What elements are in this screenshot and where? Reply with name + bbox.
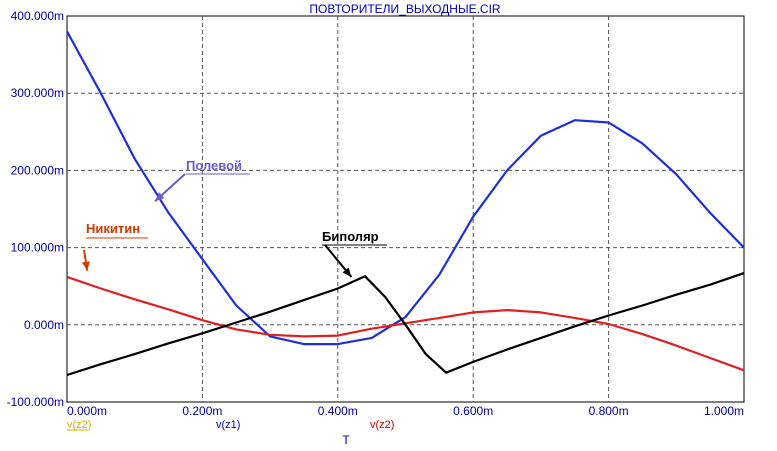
x-axis-label: T — [342, 433, 350, 447]
y-tick-labels: 400.000m 300.000m 200.000m 100.000m 0.000m -1… — [7, 9, 64, 409]
series-lines — [66, 30, 745, 377]
legend-entry: v(z2) — [67, 419, 91, 431]
x-tick-label: 0.000m — [67, 404, 107, 418]
annotation-label: Никитин — [86, 221, 140, 236]
x-tick-label: 0.600m — [453, 404, 493, 418]
arrowhead — [155, 192, 165, 202]
chart-title: ПОВТОРИТЕЛИ_ВЫХОДНЫЕ.CIR — [309, 2, 500, 16]
plot-frame — [66, 15, 745, 403]
legend-entry: v(z2) — [370, 419, 394, 431]
x-tick-label: 0.200m — [182, 404, 222, 418]
y-tick-label: 0.000m — [24, 318, 64, 332]
y-tick-label: 100.000m — [11, 241, 64, 255]
x-tick-label: 0.400m — [318, 404, 358, 418]
annotations: Полевой Никитин Биполяр — [81, 158, 387, 278]
y-tick-label: 400.000m — [11, 9, 64, 23]
arrowhead — [81, 261, 90, 271]
y-tick-label: -100.000m — [7, 395, 64, 409]
x-tick-labels: 0.000m 0.200m 0.400m 0.600m 0.800m 1.000m — [67, 404, 744, 418]
y-tick-label: 200.000m — [11, 163, 64, 177]
arrowhead — [342, 267, 352, 277]
y-tick-label: 300.000m — [11, 86, 64, 100]
annotation-label: Полевой — [186, 158, 242, 173]
legend: v(z2) v(z1) v(z2) — [67, 419, 394, 431]
x-tick-label: 1.000m — [704, 404, 744, 418]
series-line-0 — [66, 30, 745, 346]
legend-entry: v(z1) — [216, 419, 240, 431]
series-line-2 — [66, 272, 745, 377]
annotation-label: Биполяр — [322, 229, 379, 244]
x-tick-label: 0.800m — [589, 404, 629, 418]
